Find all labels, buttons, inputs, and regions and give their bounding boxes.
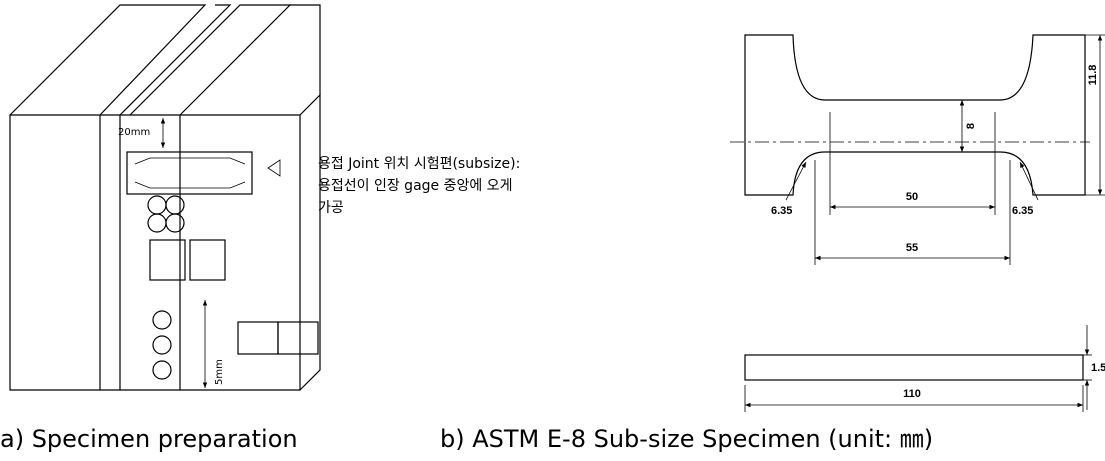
figure: 20mm 5mm 용접 Joint 위치 시험편(subsize): 용접선이 …	[0, 0, 1105, 461]
note-line: 용접선이 인장 gage 중앙에 오게	[318, 178, 512, 194]
dimension-label: 1.5	[1091, 362, 1105, 374]
dimension-label: 6.35	[1012, 205, 1033, 217]
caption: a) Specimen preparation	[0, 425, 298, 453]
note-line: 가공	[318, 200, 344, 216]
dimension-label: 55	[906, 242, 918, 254]
note-line: 용접 Joint 위치 시험편(subsize):	[318, 156, 520, 172]
dimension-label: 6.35	[771, 205, 792, 217]
specimen-plan	[730, 35, 1105, 265]
caption: b) ASTM E-8 Sub-size Specimen (unit: ㎜)	[440, 425, 933, 453]
dimension-label: 110	[903, 388, 921, 400]
dimension-label: 5mm	[214, 359, 225, 385]
weld-block	[10, 5, 320, 390]
dimension-label: 8	[965, 123, 977, 129]
dimension-label: 20mm	[118, 127, 150, 138]
dimension-label: 11.8	[1087, 65, 1099, 86]
dimension-label: 50	[906, 191, 918, 203]
